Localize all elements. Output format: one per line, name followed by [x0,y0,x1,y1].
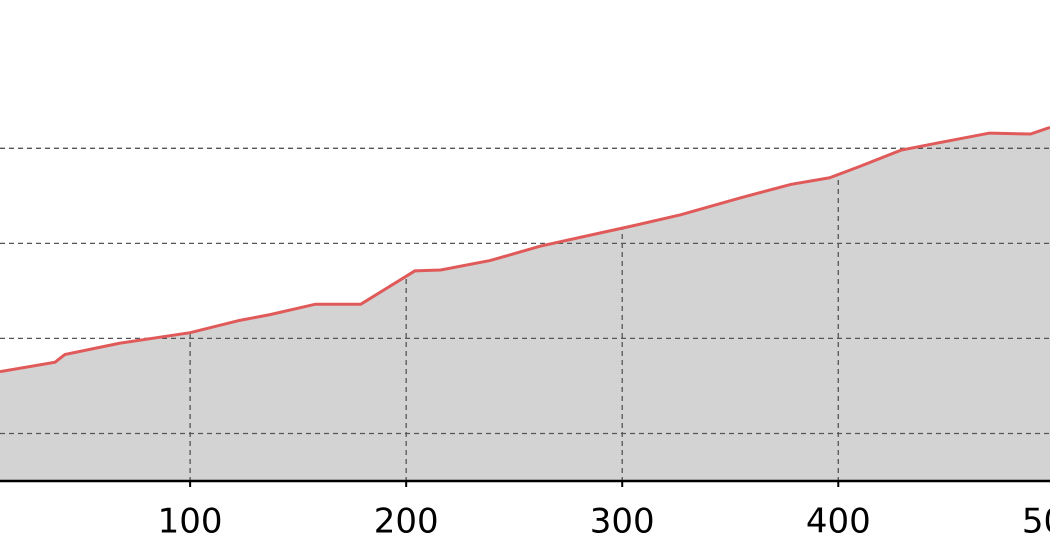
area-fill [0,127,1050,481]
x-tick-label: 200 [374,502,439,542]
x-tick-label: 400 [806,502,871,542]
x-tick-label: 300 [590,502,655,542]
x-tick-label: 500 [1022,502,1050,542]
x-tick-label: 100 [158,502,223,542]
line [0,125,1050,374]
